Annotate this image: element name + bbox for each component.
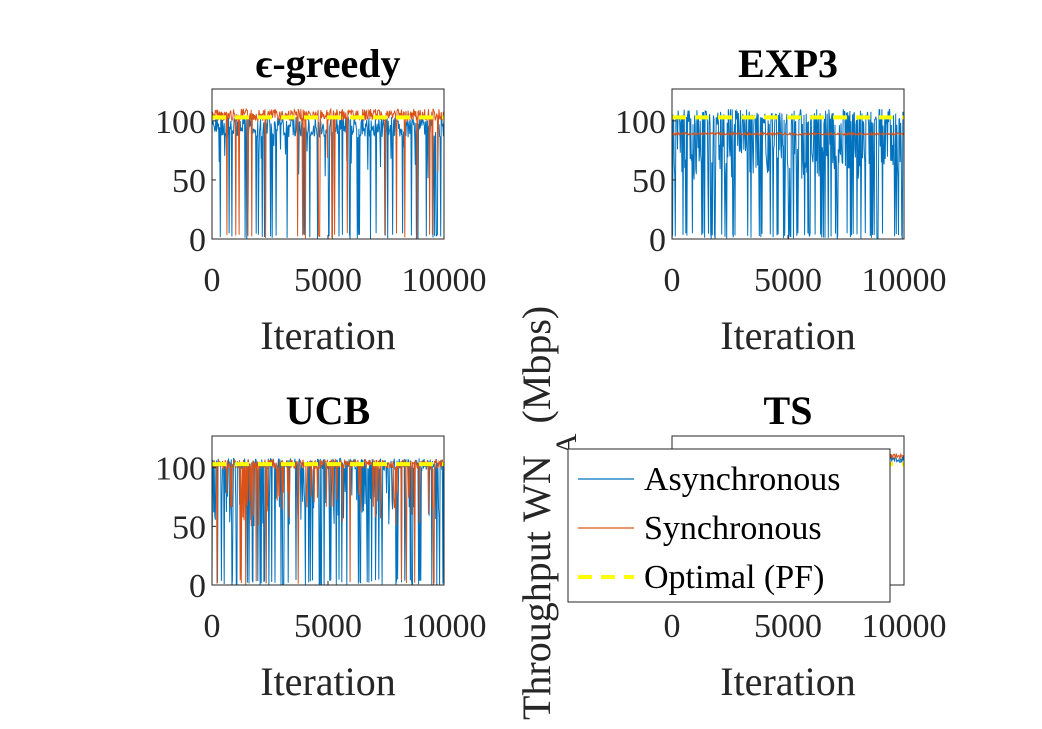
legend-box (567, 448, 891, 603)
xtick-label: 0 (664, 262, 681, 299)
legend-label: Asynchronous (644, 461, 840, 498)
x-axis-label: Iteration (260, 659, 396, 704)
legend-label: Optimal (PF) (644, 559, 824, 596)
ytick-label: 50 (172, 163, 206, 200)
subplot-title: ϵ-greedy (256, 41, 401, 86)
ytick-label: 0 (649, 222, 666, 259)
series-line-async (672, 108, 904, 239)
legend-item: Asynchronous (578, 461, 840, 498)
ytick-label: 100 (615, 104, 666, 141)
xtick-label: 10000 (862, 262, 947, 299)
ytick-label: 100 (155, 104, 206, 141)
series-line-sync (212, 458, 444, 585)
series-line-sync (212, 107, 444, 239)
series-line-sync (672, 130, 904, 137)
figure-ylabel: Throughput WNA(Mbps) (514, 306, 583, 720)
xtick-label: 5000 (754, 262, 822, 299)
xtick-label: 5000 (754, 608, 822, 645)
x-axis-label: Iteration (260, 313, 396, 358)
xtick-label: 5000 (294, 608, 362, 645)
xtick-label: 0 (664, 608, 681, 645)
subplot-title: TS (764, 388, 813, 433)
ytick-label: 0 (189, 222, 206, 259)
subplot-title: EXP3 (738, 41, 838, 86)
ytick-label: 0 (189, 568, 206, 605)
x-axis-label: Iteration (720, 659, 856, 704)
subplot-title: UCB (286, 388, 370, 433)
ytick-label: 50 (632, 163, 666, 200)
legend-item: Optimal (PF) (578, 559, 824, 596)
xtick-label: 5000 (294, 262, 362, 299)
xtick-label: 10000 (402, 608, 487, 645)
xtick-label: 0 (204, 262, 221, 299)
ylabel-unit: (Mbps) (514, 306, 559, 424)
legend-item: Synchronous (578, 510, 822, 547)
x-axis-label: Iteration (720, 313, 856, 358)
legend-label: Synchronous (644, 510, 822, 547)
ytick-label: 100 (155, 451, 206, 488)
xtick-label: 10000 (402, 262, 487, 299)
xtick-label: 10000 (862, 608, 947, 645)
legend: Asynchronous Synchronous Optimal (PF) (567, 448, 891, 603)
xtick-label: 0 (204, 608, 221, 645)
ytick-label: 50 (172, 509, 206, 546)
ylabel-main: Throughput WN (514, 455, 559, 720)
